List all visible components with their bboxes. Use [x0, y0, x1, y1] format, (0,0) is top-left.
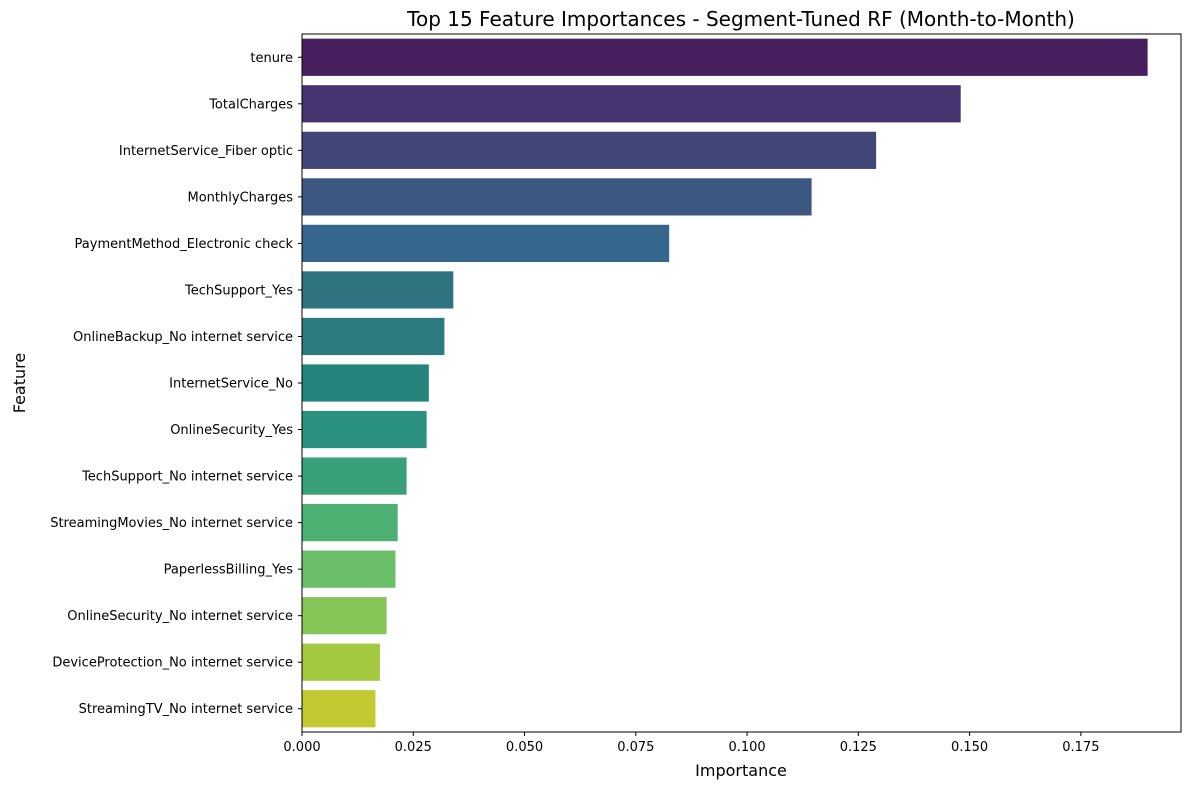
y-tick-label: DeviceProtection_No internet service: [52, 656, 293, 671]
y-tick-label: MonthlyCharges: [188, 190, 294, 205]
x-tick-label: 0.100: [728, 740, 765, 755]
bar-13: [302, 643, 380, 681]
bar-4: [302, 224, 670, 263]
bar-7: [302, 364, 429, 402]
bar-6: [302, 317, 445, 356]
y-tick-label: InternetService_No: [169, 377, 293, 392]
y-tick-label: OnlineSecurity_Yes: [170, 423, 293, 438]
x-ticks-group: 0.000 0.025 0.050 0.075 0.100 0.125 0.150 0.175: [283, 732, 1099, 755]
bar-12: [302, 597, 387, 635]
bar-2: [302, 131, 877, 169]
bar-14: [302, 690, 376, 728]
x-tick-label: 0.175: [1062, 740, 1099, 755]
x-tick-label: 0.025: [395, 740, 432, 755]
bar-0: [302, 38, 1148, 76]
bar-11: [302, 550, 396, 588]
bar-5: [302, 271, 454, 309]
y-tick-label: PaperlessBilling_Yes: [164, 563, 294, 578]
bars-group: [302, 38, 1148, 728]
y-tick-label: StreamingMovies_No internet service: [50, 516, 293, 531]
x-axis-label: Importance: [695, 761, 787, 780]
y-axis-label: Feature: [10, 353, 29, 413]
y-tick-label: TotalCharges: [208, 97, 293, 112]
x-tick-label: 0.125: [840, 740, 877, 755]
bar-1: [302, 85, 961, 123]
x-tick-label: 0.075: [617, 740, 654, 755]
y-tick-label: OnlineBackup_No internet service: [73, 330, 293, 345]
y-tick-label: TechSupport_Yes: [184, 283, 293, 298]
y-tick-label: OnlineSecurity_No internet service: [67, 609, 293, 624]
x-tick-label: 0.000: [283, 740, 320, 755]
bar-8: [302, 410, 427, 449]
bar-3: [302, 178, 812, 216]
bar-9: [302, 457, 407, 495]
bar-10: [302, 503, 398, 542]
y-tick-label: TechSupport_No internet service: [81, 470, 293, 485]
x-tick-label: 0.150: [951, 740, 988, 755]
y-tick-label: tenure: [250, 51, 293, 66]
y-tick-label: PaymentMethod_Electronic check: [75, 237, 294, 252]
y-tick-label: StreamingTV_No internet service: [79, 702, 293, 717]
category-labels-group: tenure TotalCharges InternetService_Fiber …: [50, 51, 302, 717]
y-tick-label: InternetService_Fiber optic: [119, 144, 293, 159]
x-tick-label: 0.050: [506, 740, 543, 755]
plot-frame: [301, 33, 1182, 733]
chart-title: Top 15 Feature Importances - Segment-Tun…: [406, 7, 1075, 31]
